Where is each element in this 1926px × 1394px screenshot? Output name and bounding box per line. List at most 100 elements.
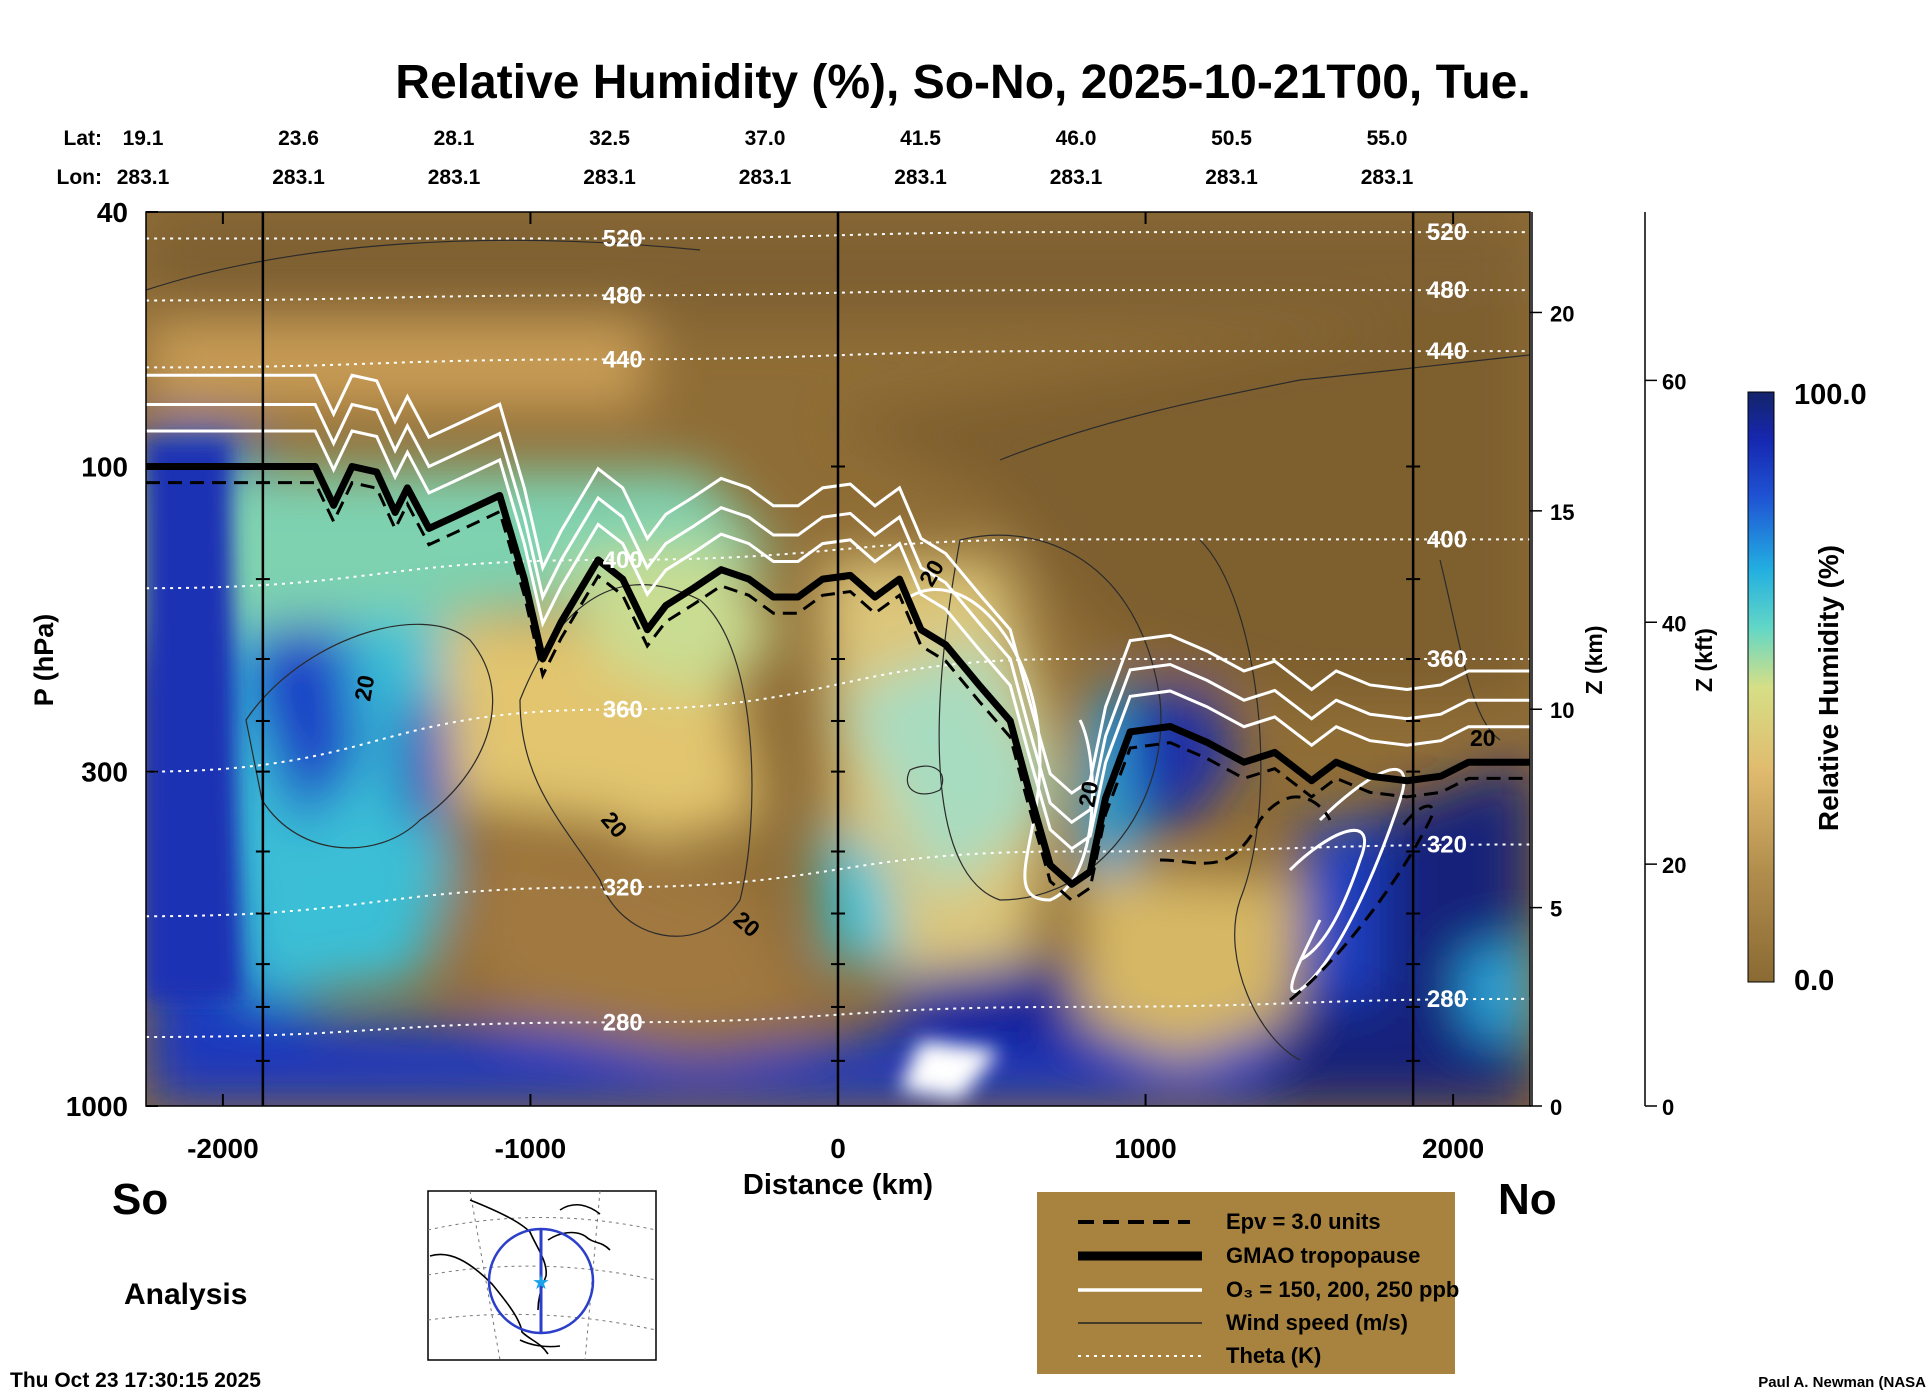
lat-value: 32.5 [589, 127, 630, 150]
legend-tropopause: GMAO tropopause [1226, 1243, 1420, 1268]
theta-line [146, 350, 1530, 369]
x-axis: -2000 -1000 0 1000 2000 [187, 212, 1484, 1164]
lon-value: 283.1 [1050, 166, 1103, 189]
lat-value: 19.1 [123, 127, 164, 150]
north-label: No [1498, 1175, 1557, 1224]
lat-value: 37.0 [745, 127, 786, 150]
z-km-tick-label: 5 [1550, 897, 1562, 922]
gmao-tropopause [146, 462, 1530, 888]
z-km-tick-label: 10 [1550, 698, 1574, 723]
theta-label: 440 [603, 346, 643, 373]
legend-theta: Theta (K) [1226, 1343, 1321, 1368]
z-km-axis: 0 5 10 15 20 [1530, 212, 1574, 1120]
legend: Epv = 3.0 units GMAO tropopause O₃ = 150… [1037, 1192, 1459, 1374]
analysis-label: Analysis [124, 1278, 247, 1311]
z-kft-tick-label: 20 [1662, 853, 1686, 878]
theta-line [146, 231, 1530, 240]
south-label: So [112, 1175, 168, 1224]
lat-value: 50.5 [1211, 127, 1252, 150]
theta-line [146, 997, 1530, 1038]
theta-label: 320 [1427, 831, 1467, 858]
chart-title: Relative Humidity (%), So-No, 2025-10-21… [395, 56, 1530, 109]
theta-label: 440 [1427, 338, 1467, 365]
legend-ozone: O₃ = 150, 200, 250 ppb [1226, 1277, 1459, 1302]
legend-wind: Wind speed (m/s) [1226, 1310, 1408, 1335]
colorbar-title: Relative Humidity (%) [1813, 545, 1844, 831]
theta-lines [146, 231, 1530, 1038]
ozone-contours [146, 373, 1530, 993]
timestamp: Thu Oct 23 17:30:15 2025 [10, 1369, 261, 1392]
theta-label: 480 [1427, 277, 1467, 304]
lat-values: 19.1 23.6 28.1 32.5 37.0 41.5 46.0 50.5 55.0 [123, 127, 1408, 150]
lon-values: 283.1 283.1 283.1 283.1 283.1 283.1 283.1 283.1… [117, 166, 1414, 189]
lon-value: 283.1 [894, 166, 947, 189]
lon-value: 283.1 [1361, 166, 1414, 189]
lat-label: Lat: [64, 127, 103, 150]
z-kft-tick-label: 60 [1662, 369, 1686, 394]
legend-epv: Epv = 3.0 units [1226, 1209, 1381, 1234]
theta-label: 520 [603, 225, 643, 252]
lon-value: 283.1 [739, 166, 792, 189]
p-tick-label: 1000 [66, 1091, 128, 1122]
theta-label: 480 [603, 282, 643, 309]
lat-value: 55.0 [1367, 127, 1408, 150]
x-tick-label: -2000 [187, 1133, 259, 1164]
credit: Paul A. Newman (NASA [1758, 1374, 1926, 1391]
lon-value: 283.1 [1205, 166, 1258, 189]
inset-map: ★ [427, 1190, 657, 1361]
theta-label: 360 [603, 697, 643, 724]
colorbar-max-label: 100.0 [1794, 379, 1867, 411]
colorbar: 100.0 0.0 Relative Humidity (%) [1747, 379, 1867, 997]
x-tick-label: 0 [830, 1133, 846, 1164]
z-km-tick-label: 15 [1550, 500, 1574, 525]
p-tick-label: 100 [81, 451, 128, 482]
latlon-header: Lat: Lon: 19.1 23.6 28.1 32.5 37.0 41.5 46.0 50… [57, 127, 1414, 189]
z-kft-axis-label: Z (kft) [1691, 628, 1717, 692]
contour-label: 20 [1470, 725, 1496, 751]
z-kft-tick-label: 40 [1662, 611, 1686, 636]
z-km-tick-label: 0 [1550, 1095, 1562, 1120]
y-axis-label: P (hPa) [29, 614, 59, 707]
pressure-axis: 40 100 300 1000 [66, 197, 158, 1122]
star-icon: ★ [532, 1272, 550, 1294]
epv-contours [146, 480, 1530, 1002]
p-tick-label: 40 [97, 197, 128, 228]
epv-contour-line [146, 480, 1530, 903]
ozone-contour-line [146, 429, 1530, 851]
theta-label: 400 [1427, 526, 1467, 553]
theta-labels: 280 280 320 320 360 360 400 400 440 440 480 480 520 5… [603, 219, 1467, 1036]
theta-line [146, 289, 1530, 302]
z-kft-tick-label: 0 [1662, 1095, 1674, 1120]
lat-value: 23.6 [278, 127, 319, 150]
x-axis-label: Distance (km) [743, 1169, 933, 1201]
theta-label: 400 [603, 547, 643, 574]
colorbar-scale [1747, 391, 1775, 983]
theta-label: 320 [603, 874, 643, 901]
rh-field: 20 20 20 20 20 20 2802803203203603604004… [146, 212, 1530, 1106]
theta-label: 360 [1427, 646, 1467, 673]
z-km-tick-label: 20 [1550, 301, 1574, 326]
x-tick-label: -1000 [495, 1133, 567, 1164]
theta-label: 280 [1427, 986, 1467, 1013]
theta-label: 280 [603, 1009, 643, 1036]
lon-value: 283.1 [583, 166, 636, 189]
ozone-contour-line [146, 402, 1530, 825]
theta-label: 520 [1427, 219, 1467, 246]
lon-value: 283.1 [428, 166, 481, 189]
theta-line [146, 538, 1530, 590]
lat-value: 46.0 [1056, 127, 1097, 150]
contour-label: 20 [1073, 779, 1103, 809]
contour-label: 20 [349, 673, 379, 703]
lon-label: Lon: [57, 166, 102, 189]
lat-value: 28.1 [434, 127, 475, 150]
z-kft-axis: 0 20 40 60 [1644, 212, 1686, 1120]
lat-value: 41.5 [900, 127, 941, 150]
lon-value: 283.1 [272, 166, 325, 189]
marker-lines [255, 212, 1421, 1106]
ozone-contour-line [146, 373, 1530, 795]
lon-value: 283.1 [117, 166, 170, 189]
x-tick-label: 1000 [1114, 1133, 1176, 1164]
x-tick-label: 2000 [1422, 1133, 1484, 1164]
p-tick-label: 300 [81, 757, 128, 788]
